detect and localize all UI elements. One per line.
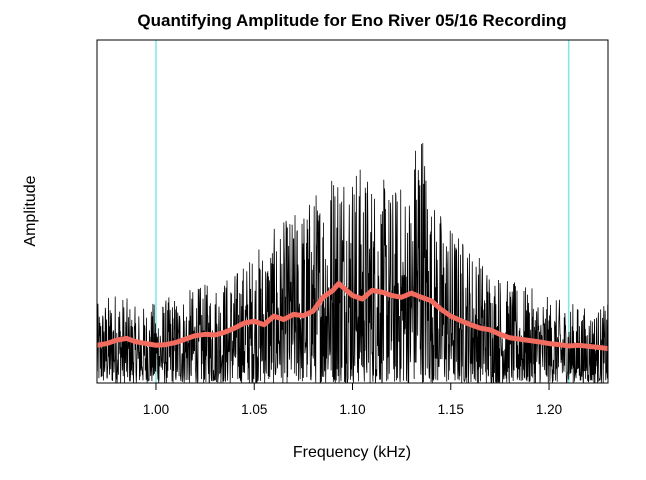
x-axis: 1.00 1.05 1.10 1.15 1.20 (143, 383, 562, 417)
x-tick-label: 1.10 (339, 402, 365, 417)
chart-title: Quantifying Amplitude for Eno River 05/1… (137, 11, 566, 30)
plot-area (97, 40, 608, 383)
plot-layer (97, 40, 608, 383)
x-tick-label: 1.15 (438, 402, 464, 417)
raw-amplitude-line (97, 143, 608, 383)
x-tick-label: 1.00 (143, 402, 169, 417)
y-axis-label: Amplitude (22, 175, 39, 246)
smoothed-amplitude-line (97, 281, 608, 352)
x-tick-label: 1.20 (536, 402, 562, 417)
x-tick-label: 1.05 (241, 402, 267, 417)
x-axis-label: Frequency (kHz) (293, 444, 411, 461)
